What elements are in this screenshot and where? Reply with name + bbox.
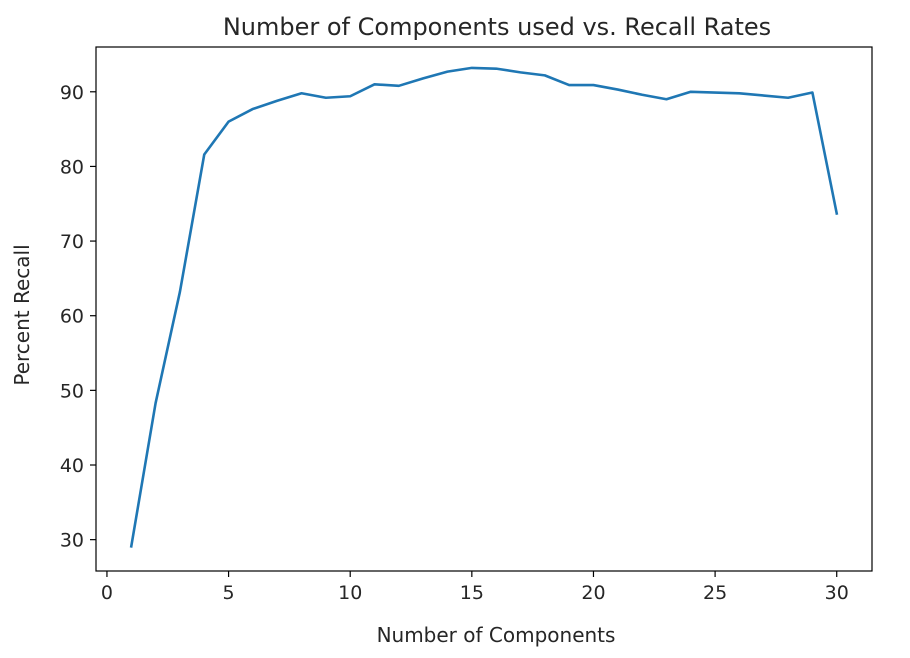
- y-tick-label: 40: [60, 455, 84, 477]
- x-tick-label: 20: [581, 582, 605, 604]
- plot-frame: [95, 46, 873, 572]
- x-tick-label: 5: [223, 582, 235, 604]
- y-tick-label: 80: [60, 156, 84, 178]
- y-axis-title: Percent Recall: [10, 244, 34, 385]
- x-tick-label: 10: [338, 582, 362, 604]
- x-tick-label: 15: [460, 582, 484, 604]
- x-tick-label: 0: [101, 582, 113, 604]
- x-axis-title: Number of Components: [377, 623, 616, 647]
- series-line: [129, 66, 839, 548]
- x-axis: 0 5 10 15 20 25 30: [101, 571, 849, 604]
- y-axis: 30 40 50 60 70 80 90: [60, 82, 96, 552]
- y-tick-label: 70: [60, 231, 84, 253]
- x-tick-label: 25: [703, 582, 727, 604]
- x-tick-label: 30: [825, 582, 849, 604]
- chart-title: Number of Components used vs. Recall Rat…: [223, 13, 771, 41]
- y-tick-label: 90: [60, 82, 84, 104]
- series-layer: [129, 66, 839, 548]
- y-tick-label: 60: [60, 306, 84, 328]
- y-tick-label: 30: [60, 530, 84, 552]
- y-tick-label: 50: [60, 380, 84, 402]
- plot-area: 0 5 10 15 20 25 30 30 40 50 60 70 80 90: [60, 46, 873, 604]
